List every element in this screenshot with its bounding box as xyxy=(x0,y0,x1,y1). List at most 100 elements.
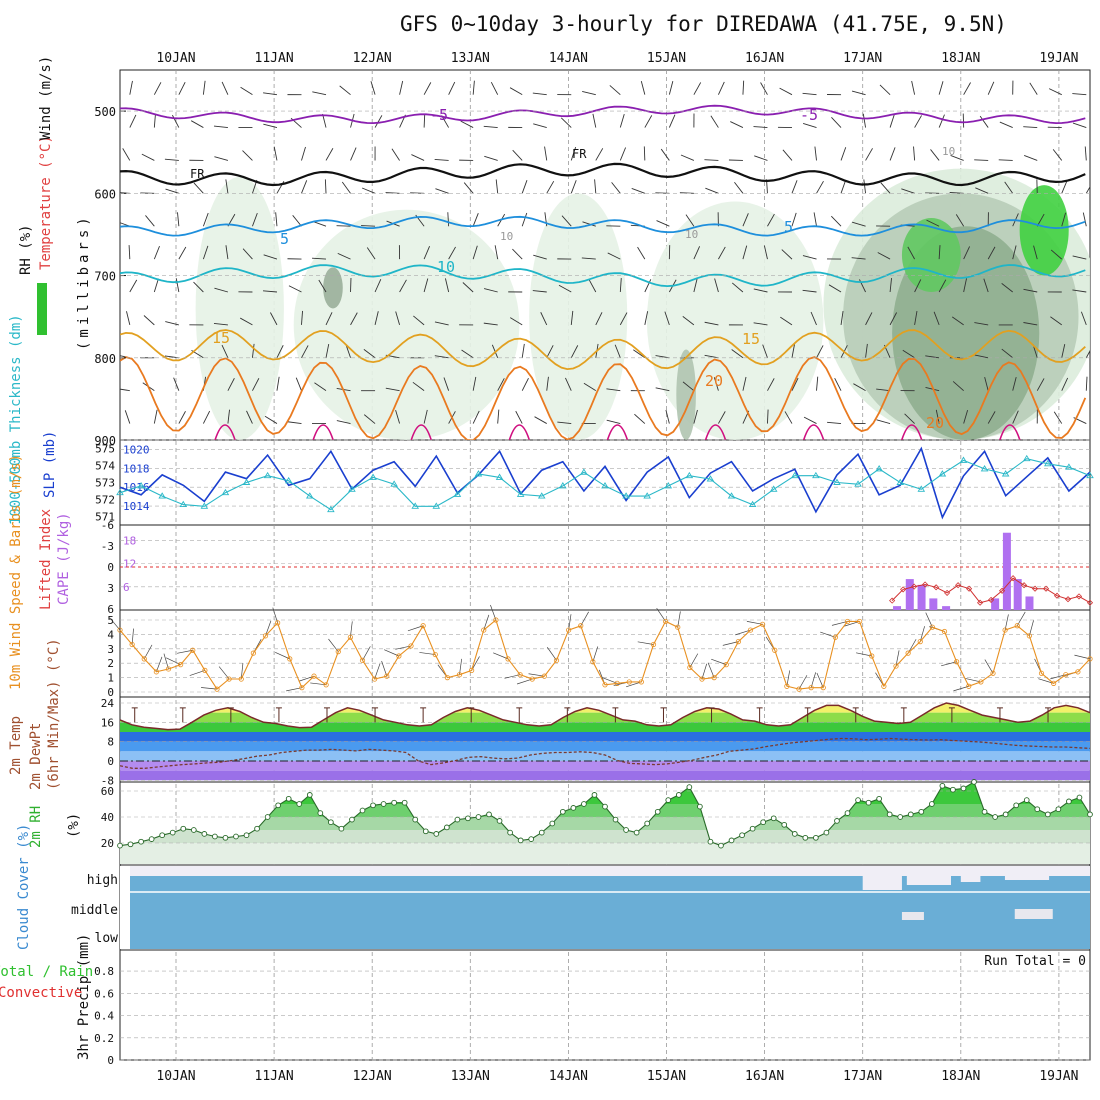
wind-barb xyxy=(202,410,211,424)
wind-label: Wind (m/s) xyxy=(38,56,54,140)
wind-barb xyxy=(913,146,916,161)
wind-barb xyxy=(880,182,891,194)
li-tick: 6 xyxy=(107,603,114,616)
wind-barb xyxy=(570,310,574,325)
isotherm-line xyxy=(120,264,1086,288)
minmax-bar xyxy=(468,707,475,723)
precip-tick: 0.2 xyxy=(94,1032,114,1045)
date-label-top: 13JAN xyxy=(451,51,490,66)
wind-barb xyxy=(925,355,940,359)
wind-barb xyxy=(221,81,229,95)
rh-point xyxy=(559,808,566,815)
surface-wind-barb xyxy=(820,631,836,638)
wind-barb xyxy=(276,345,284,358)
rh-point xyxy=(897,814,904,820)
wind-barb xyxy=(582,221,596,227)
wind-barb xyxy=(974,322,989,326)
pressure-tick: 500 xyxy=(94,105,116,119)
surface-wind-barb xyxy=(735,629,751,636)
rh-point xyxy=(1002,811,1009,818)
wind-barb xyxy=(532,290,547,293)
wind-barb xyxy=(1023,322,1038,326)
wind-barb xyxy=(955,214,965,227)
wind-speed-point xyxy=(129,641,135,648)
cloud-panel: high middle low xyxy=(71,866,1090,949)
wind-barb xyxy=(816,345,824,358)
wind-speed-point xyxy=(359,657,366,663)
rh2m-label: 2m RH xyxy=(28,806,44,848)
rh-point xyxy=(159,832,166,839)
wind-barb xyxy=(631,187,645,194)
rh-point xyxy=(844,810,851,816)
wind-barb xyxy=(448,81,456,95)
wind-barb xyxy=(611,182,621,194)
wind-speed-point xyxy=(469,667,475,674)
cloud-level-label: middle xyxy=(71,903,118,918)
wind-barb xyxy=(178,411,186,424)
rh-point xyxy=(865,799,872,806)
wind-barb xyxy=(1080,311,1087,326)
wind-speed-line xyxy=(119,619,1091,690)
wind-speed-point xyxy=(335,649,341,655)
wind-barb xyxy=(1082,212,1087,227)
wind-barb xyxy=(1085,350,1090,358)
cloud-level-label: high xyxy=(87,873,118,888)
wind-barb xyxy=(633,349,646,359)
wind-barb xyxy=(614,344,621,358)
rh-point xyxy=(855,797,861,803)
surface-wind-barb xyxy=(143,644,153,660)
dewpt2m-label: 2m DewPt xyxy=(28,723,44,790)
rh-point xyxy=(138,838,144,845)
wind-barb xyxy=(643,146,646,161)
surface-wind-barb xyxy=(656,607,666,622)
minmax-label: (6hr Min/Max) (°C) xyxy=(46,638,62,790)
wind-barb xyxy=(423,246,431,260)
surface-wind-barb xyxy=(831,621,848,626)
wind-barb xyxy=(753,126,768,129)
wind-barb xyxy=(660,148,670,161)
wind-barb xyxy=(370,81,376,95)
wind-barb xyxy=(374,311,379,325)
li-tick: 3 xyxy=(107,582,114,595)
li-point xyxy=(955,582,962,589)
surface-wind-barb xyxy=(272,607,278,623)
wind-barb xyxy=(495,179,499,194)
date-axis-top: 10JAN 11JAN 12JAN 13JAN 14JAN 15JAN 16JAN 17JAN… xyxy=(156,51,1078,66)
wind-barb xyxy=(312,220,327,227)
date-label-bottom: 18JAN xyxy=(941,1069,980,1084)
wind-barb xyxy=(879,84,891,95)
cape-bar xyxy=(917,584,926,610)
wind-barb xyxy=(742,376,747,391)
wind-barb xyxy=(831,117,842,128)
wind-barb xyxy=(435,188,449,194)
contour-label-15: 15 xyxy=(212,329,230,347)
wind-barb xyxy=(497,409,500,424)
temp-band xyxy=(120,732,1090,742)
wind-barb xyxy=(124,410,131,424)
rh-point xyxy=(148,836,155,842)
wind-speed-point xyxy=(432,651,438,658)
wind-speed-point xyxy=(287,656,293,662)
wind-barb xyxy=(546,180,555,194)
rh-point xyxy=(370,802,376,809)
wind-barb xyxy=(423,82,432,95)
slp-label: SLP (mb) xyxy=(42,431,58,498)
thickness-tick: 572 xyxy=(95,494,115,507)
wind-barb xyxy=(1001,348,1013,359)
thickness-tick: 575 xyxy=(95,443,115,456)
isotherm-line xyxy=(120,104,1086,125)
rh-point xyxy=(728,837,735,844)
wind-barb xyxy=(950,155,964,161)
rh-point xyxy=(739,832,745,839)
wind-barb xyxy=(494,245,499,260)
wind-barb xyxy=(461,349,474,359)
cape-ylabels: Lifted Index CAPE (J/kg) xyxy=(38,509,72,610)
wind-barb xyxy=(904,413,915,424)
cloud-gap xyxy=(1004,866,1050,880)
wind-speed-point xyxy=(408,643,414,649)
cape-label: CAPE (J/kg) xyxy=(56,512,72,605)
upper-ylabels: RH (%) Temperature (°C) Wind (m/s) (mill… xyxy=(18,56,92,350)
wind-barb xyxy=(1050,316,1063,326)
wind-speed-point xyxy=(311,673,317,679)
rh-point xyxy=(233,833,239,840)
